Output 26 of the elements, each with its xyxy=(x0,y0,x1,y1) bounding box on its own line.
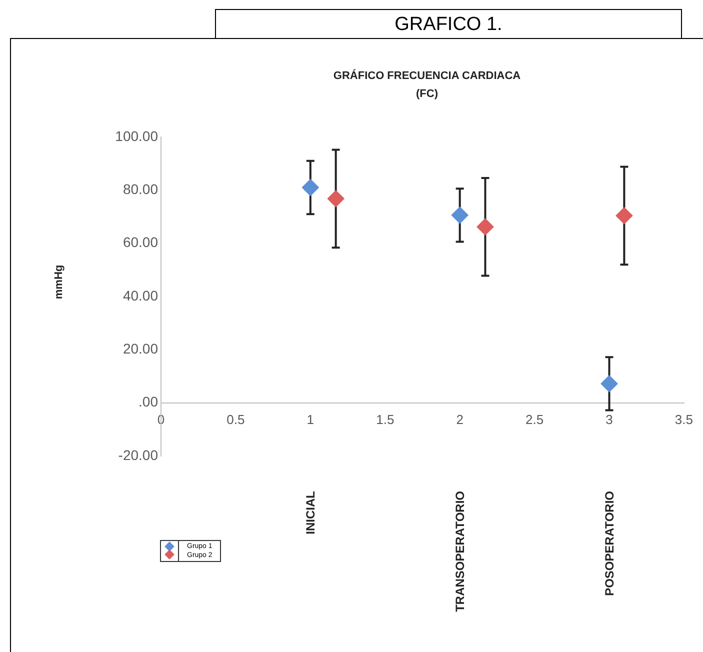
text: TRANSOPERATORIO xyxy=(452,491,467,612)
chart-title: GRAFICO 1. xyxy=(215,9,682,39)
x-tick-label: 1.5 xyxy=(376,412,394,428)
y-tick-label: 80.00 xyxy=(122,181,158,198)
text: POSOPERATORIO xyxy=(602,491,616,596)
point xyxy=(476,218,494,236)
x-tick-label: 2 xyxy=(456,412,464,428)
x-tick-label: 3.5 xyxy=(674,412,694,428)
y-tick-label: 20.00 xyxy=(122,340,158,357)
y-tick-label: 60.00 xyxy=(122,234,158,250)
y-tick-label: .00 xyxy=(138,394,158,410)
x-tick-label: 3 xyxy=(606,412,613,428)
chart-subtitle: GRÁFICO FRECUENCIA CARDIACA (FC) xyxy=(333,69,521,100)
point xyxy=(451,206,468,224)
y-tick-label: -20.00 xyxy=(118,446,158,463)
text: INICIAL xyxy=(303,491,318,534)
point xyxy=(327,190,344,208)
point xyxy=(616,207,633,224)
y-axis-title: mmHg xyxy=(53,264,65,300)
x-tick-label: 0.5 xyxy=(226,412,245,428)
x-tick-label: 2.5 xyxy=(526,412,544,428)
y-tick-label: 100.00 xyxy=(115,128,158,144)
x-tick-label: 1 xyxy=(306,412,314,428)
point xyxy=(600,375,618,392)
y-tick-label: 40.00 xyxy=(122,287,158,304)
point xyxy=(302,179,319,196)
